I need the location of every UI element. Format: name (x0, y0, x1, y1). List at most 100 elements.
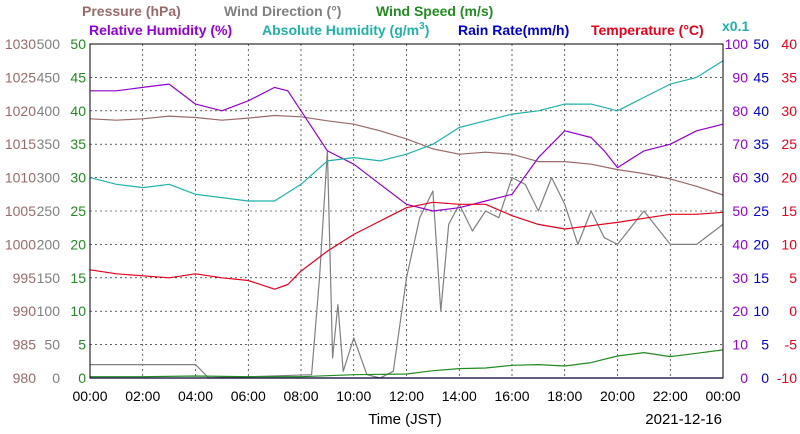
y-tick-label-wind-direction: 450 (37, 69, 61, 85)
y-tick-label-rain-rate: 20 (753, 236, 769, 252)
x-tick-label: 06:00 (231, 388, 266, 404)
y-tick-label-humidity: 100 (725, 36, 749, 52)
y-tick-label-pressure: 1025 (5, 69, 36, 85)
x-tick-label: 20:00 (600, 388, 635, 404)
y-tick-label-temperature: 5 (789, 270, 797, 286)
y-tick-label-temperature: 30 (781, 103, 797, 119)
y-tick-label-pressure: 1030 (5, 36, 36, 52)
x-tick-label: 00:00 (72, 388, 107, 404)
y-tick-label-pressure: 990 (13, 303, 37, 319)
plot-frame (89, 43, 724, 379)
date-label: 2021-12-16 (645, 411, 722, 428)
legend-absolute-humidity-superscript: 3 (419, 21, 425, 32)
series-line-wind-direction (90, 150, 724, 379)
legend-pressure: Pressure (hPa) (82, 3, 181, 19)
legend-wind-speed: Wind Speed (m/s) (376, 3, 493, 19)
y-tick-label-wind-speed: 15 (70, 270, 86, 286)
y-tick-label-humidity: 90 (732, 69, 748, 85)
y-tick-label-temperature: 35 (781, 69, 797, 85)
legend-rain-rate: Rain Rate(mm/h) (458, 22, 569, 38)
y-tick-label-pressure: 980 (13, 370, 37, 386)
series-line-wind-speed-m-s (90, 349, 724, 378)
y-tick-label-wind-speed: 10 (70, 303, 86, 319)
y-tick-label-wind-speed: 45 (70, 69, 86, 85)
y-tick-label-temperature: -5 (785, 337, 798, 353)
x-tick-label: 04:00 (178, 388, 213, 404)
y-tick-label-rain-rate: 0 (761, 370, 769, 386)
y-tick-label-humidity: 0 (740, 370, 748, 386)
x-tick-label: 10:00 (336, 388, 371, 404)
axis-labels: 00:00 02:00 04:00 06:00 08:00 10:00 12:00 14:00… (5, 36, 797, 404)
y-tick-label-temperature: 25 (781, 136, 797, 152)
x-tick-label: 16:00 (494, 388, 529, 404)
y-tick-label-rain-rate: 10 (753, 303, 769, 319)
x-tick-label: 14:00 (442, 388, 477, 404)
y-tick-label-wind-direction: 250 (37, 203, 61, 219)
y-tick-label-wind-direction: 50 (44, 337, 60, 353)
x-tick-label: 12:00 (389, 388, 424, 404)
y-tick-label-wind-speed: 35 (70, 136, 86, 152)
y-tick-label-pressure: 995 (13, 270, 37, 286)
y-tick-label-wind-direction: 300 (37, 170, 61, 186)
y-tick-label-temperature: 15 (781, 203, 797, 219)
y-tick-label-temperature: -10 (777, 370, 797, 386)
y-tick-label-wind-direction: 150 (37, 270, 61, 286)
series-line-pressure-hpa (89, 114, 724, 196)
legend-absolute-humidity-label: Absolute Humidity (g/m (262, 22, 419, 38)
legend-temperature: Temperature (°C) (591, 22, 704, 38)
x-axis-title: Time (JST) (368, 411, 442, 428)
y-tick-label-rain-rate: 30 (753, 170, 769, 186)
y-tick-label-temperature: 0 (789, 303, 797, 319)
y-tick-label-humidity: 50 (732, 203, 748, 219)
x-tick-label: 00:00 (705, 388, 740, 404)
series-line-absolute-humidity-g-m3 (89, 60, 724, 202)
y-tick-label-wind-speed: 30 (70, 170, 86, 186)
x-tick-label: 18:00 (547, 388, 582, 404)
y-tick-label-wind-speed: 5 (78, 337, 86, 353)
y-tick-label-wind-speed: 20 (70, 236, 86, 252)
y-tick-label-rain-rate: 40 (753, 103, 769, 119)
y-tick-label-wind-direction: 100 (37, 303, 61, 319)
x-tick-label: 08:00 (283, 388, 318, 404)
y-tick-label-pressure: 1020 (5, 103, 36, 119)
y-tick-label-wind-speed: 25 (70, 203, 86, 219)
y-tick-label-rain-rate: 35 (753, 136, 769, 152)
y-tick-label-wind-direction: 500 (37, 36, 61, 52)
y-tick-label-wind-direction: 350 (37, 136, 61, 152)
y-tick-label-wind-speed: 0 (78, 370, 86, 386)
x-tick-label: 02:00 (125, 388, 160, 404)
legend-abs-humidity-scale: x0.1 (722, 18, 749, 34)
y-tick-label-humidity: 80 (732, 103, 748, 119)
y-tick-label-temperature: 40 (781, 36, 797, 52)
series-line-temperature-c (89, 201, 724, 290)
y-tick-label-pressure: 1005 (5, 203, 36, 219)
y-tick-label-rain-rate: 25 (753, 203, 769, 219)
grid (90, 44, 723, 378)
y-tick-label-humidity: 70 (732, 136, 748, 152)
y-tick-label-rain-rate: 50 (753, 36, 769, 52)
y-tick-label-temperature: 20 (781, 170, 797, 186)
y-tick-label-pressure: 1000 (5, 236, 36, 252)
y-tick-label-rain-rate: 45 (753, 69, 769, 85)
y-tick-label-humidity: 10 (732, 337, 748, 353)
legend-absolute-humidity-close: ) (425, 22, 430, 38)
y-tick-label-pressure: 1015 (5, 136, 36, 152)
y-tick-label-temperature: 10 (781, 236, 797, 252)
y-tick-label-humidity: 20 (732, 303, 748, 319)
series-layer (89, 60, 724, 379)
y-tick-label-wind-direction: 400 (37, 103, 61, 119)
y-tick-label-wind-direction: 200 (37, 236, 61, 252)
legend-wind-direction: Wind Direction (°) (224, 3, 341, 19)
y-tick-label-humidity: 40 (732, 236, 748, 252)
y-tick-label-pressure: 1010 (5, 170, 36, 186)
y-tick-label-humidity: 60 (732, 170, 748, 186)
y-tick-label-wind-speed: 50 (70, 36, 86, 52)
legend-relative-humidity: Relative Humidity (%) (89, 22, 232, 38)
y-tick-label-humidity: 30 (732, 270, 748, 286)
y-tick-label-rain-rate: 15 (753, 270, 769, 286)
y-tick-label-pressure: 985 (13, 337, 37, 353)
legend-absolute-humidity: Absolute Humidity (g/m3) (262, 21, 429, 38)
x-tick-label: 22:00 (653, 388, 688, 404)
